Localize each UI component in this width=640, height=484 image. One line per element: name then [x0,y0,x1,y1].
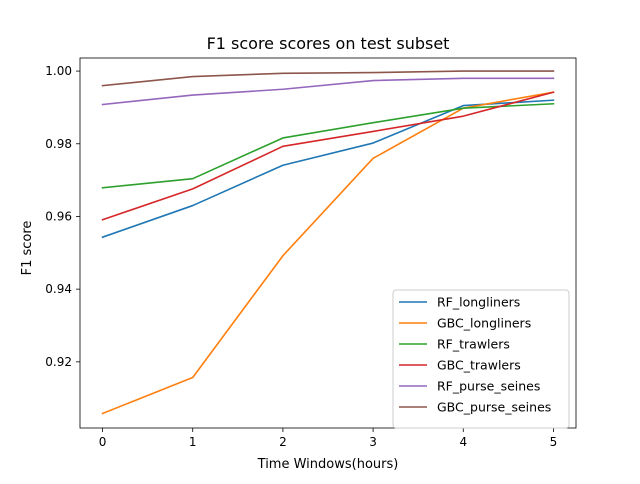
series-line-RF-purse-seines [101,77,555,106]
legend-box [392,289,570,429]
x-tick-label: 0 [99,435,107,449]
legend-label: RF_trawlers [437,337,510,352]
x-tick-label: 5 [550,435,558,449]
legend-label: GBC_trawlers [437,358,521,373]
x-tick-label: 1 [189,435,197,449]
series-line-GBC-purse-seines [101,70,555,87]
legend-label: GBC_longliners [437,316,531,331]
series-line-GBC-longliners [101,91,555,415]
y-tick-label: 0.92 [45,355,72,369]
x-tick-label: 2 [279,435,287,449]
legend: RF_longliners GBC_longliners RF_trawlers GB… [392,289,570,429]
y-tick-label: 0.94 [45,282,72,296]
legend-label: GBC_purse_seines [437,400,551,415]
x-tick-label: 4 [459,435,467,449]
series-line-RF-trawlers [101,102,555,189]
y-axis-label: F1 score [20,221,35,276]
legend-label: RF_purse_seines [437,379,540,394]
axes-frame [79,57,577,429]
x-tick-label: 3 [369,435,377,449]
y-tick-label: 1.00 [45,64,72,78]
legend-label: RF_longliners [437,295,520,310]
y-tick-label: 0.96 [45,209,72,223]
series-line-GBC-trawlers [101,91,555,221]
plot-area: 0 1 2 3 4 5 0.92 0.94 0.96 0.98 1.00 [45,57,577,449]
x-axis-label: Time Windows(hours) [257,457,399,472]
y-tick-label: 0.98 [45,137,72,151]
chart-title: F1 score scores on test subset [207,34,450,53]
